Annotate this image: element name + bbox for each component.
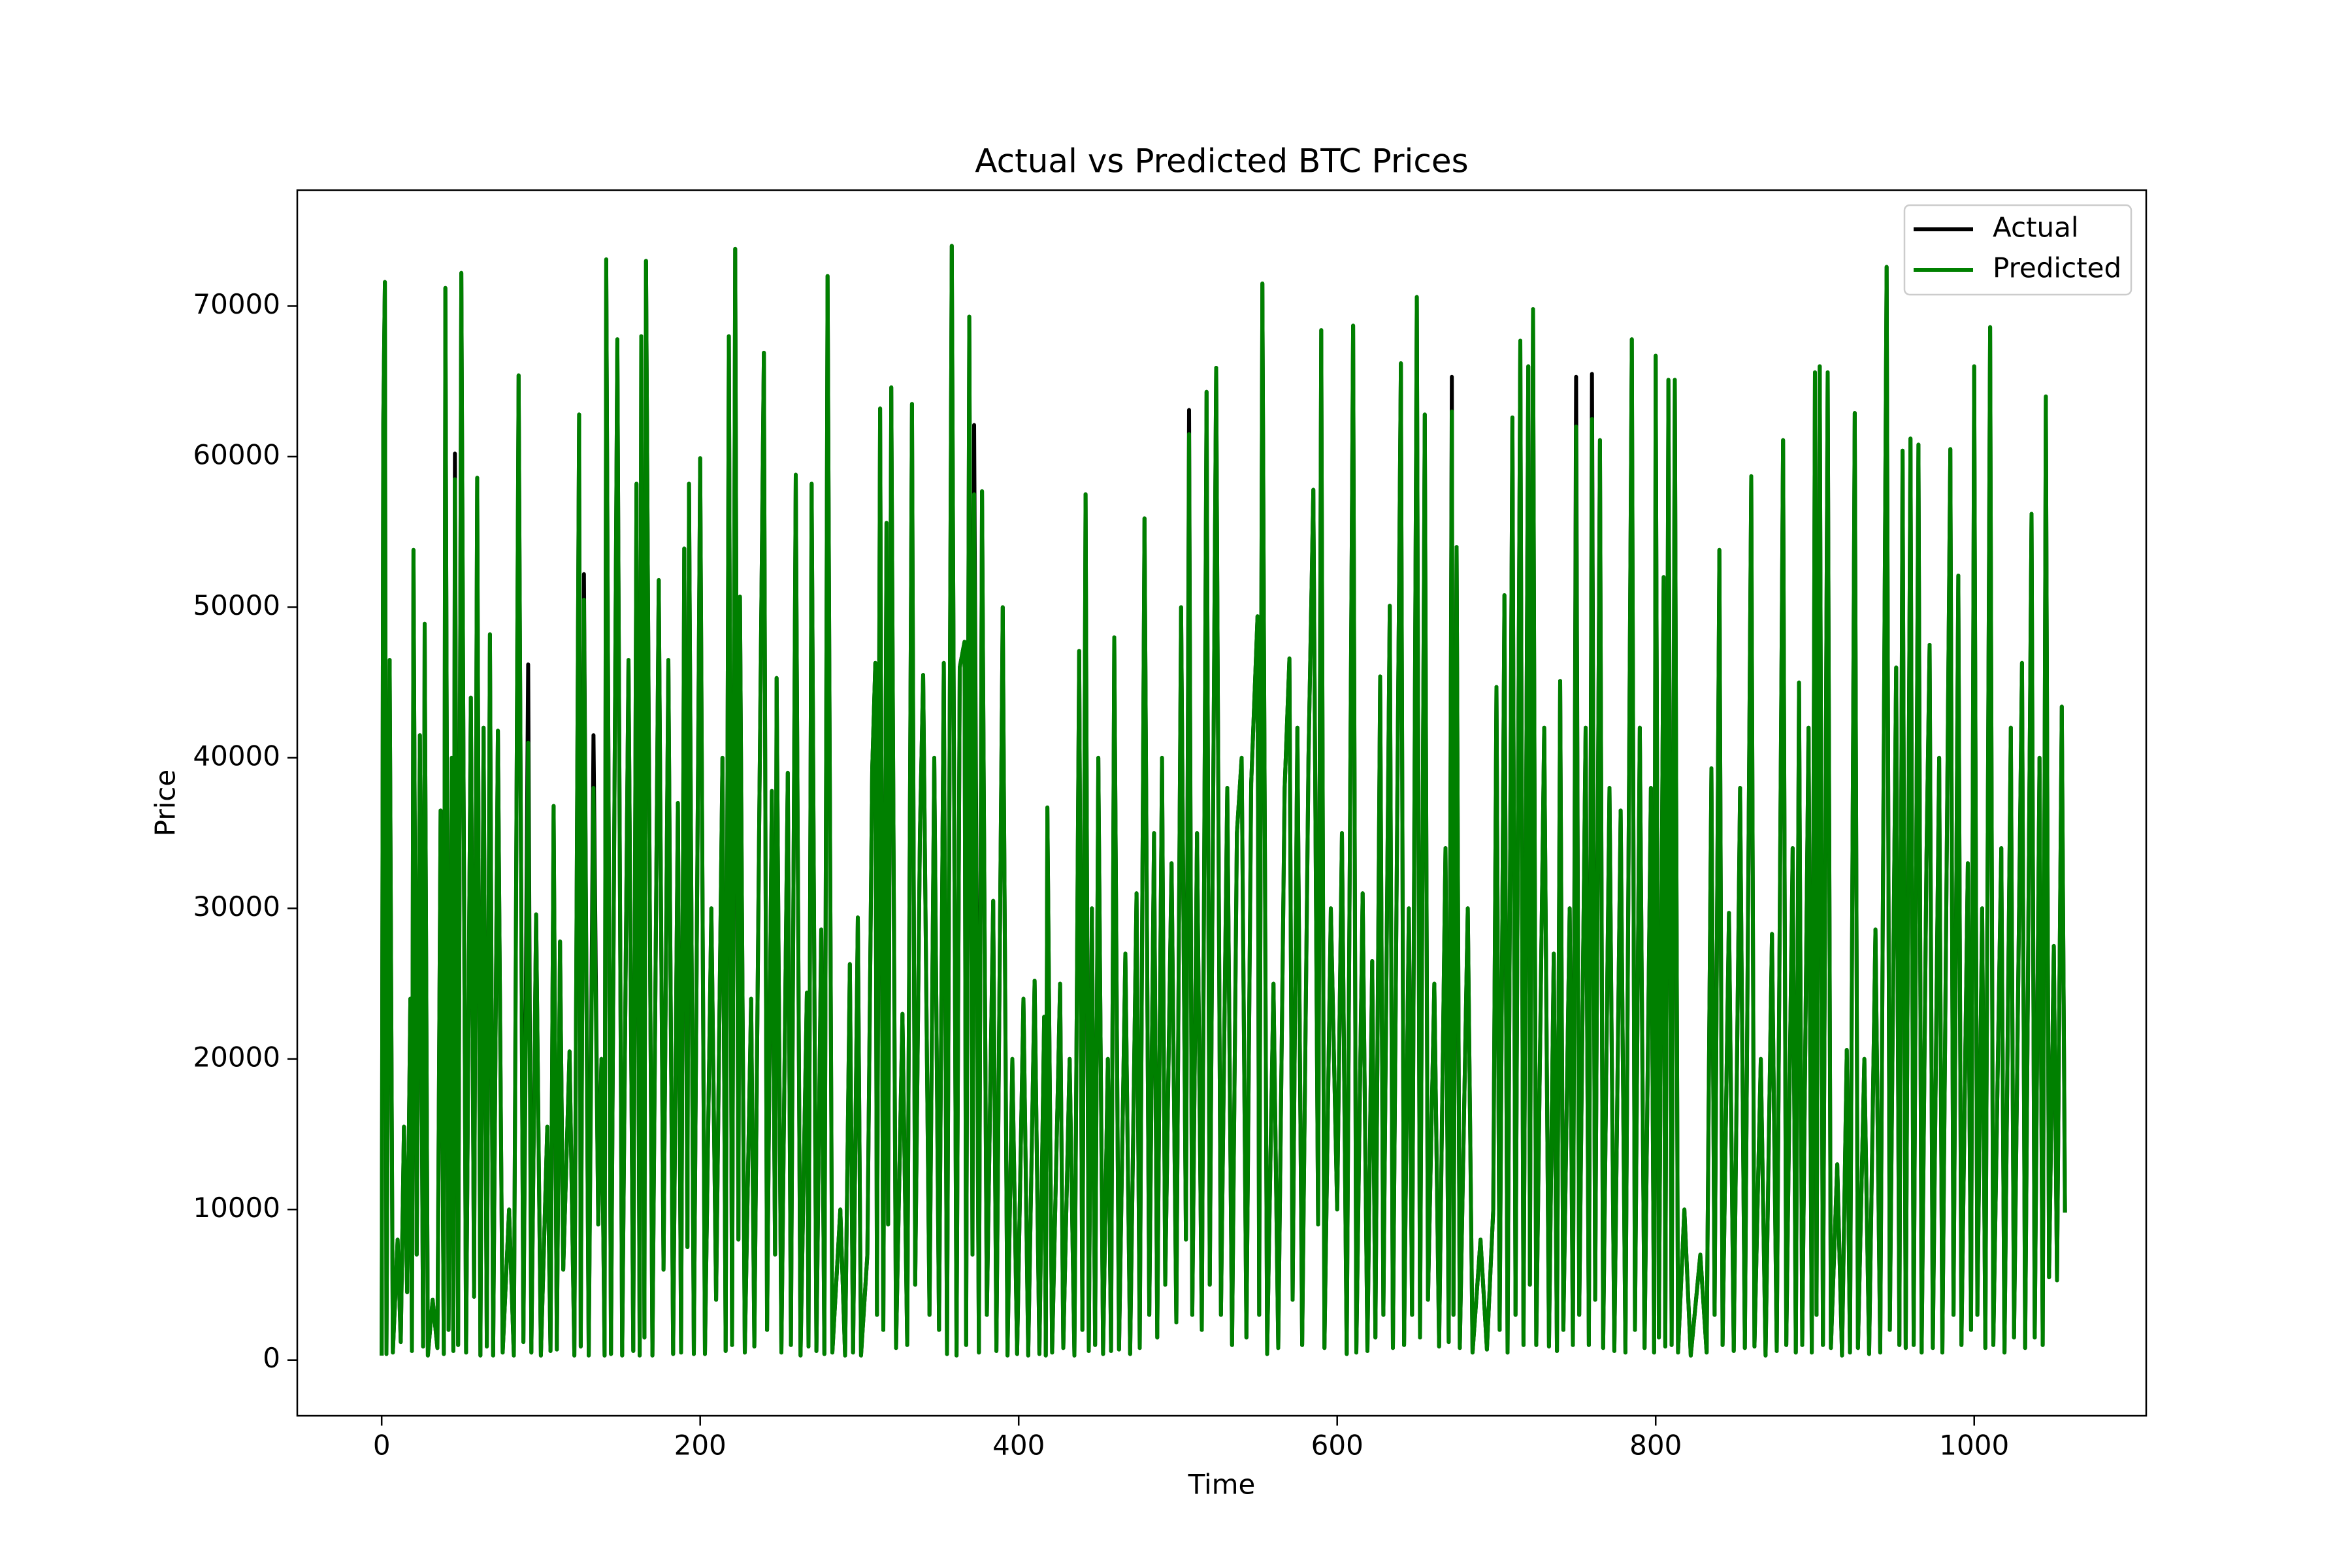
x-tick-label: 1000 [1939,1429,2009,1462]
y-tick-label: 50000 [193,589,280,621]
x-tick-label: 200 [674,1429,727,1462]
x-tick-label: 400 [992,1429,1045,1462]
plot-frame [296,189,2148,1417]
x-axis-label: Time [1188,1469,1256,1501]
x-tick-label: 800 [1629,1429,1682,1462]
legend-label: Actual [1993,212,2079,244]
y-tick-label: 0 [263,1342,280,1374]
y-tick-label: 20000 [193,1041,280,1073]
y-tick-label: 30000 [193,890,280,923]
y-tick-label: 10000 [193,1192,280,1224]
y-tick-label: 70000 [193,288,280,320]
y-tick-label: 40000 [193,740,280,772]
y-axis-label: Price [150,770,182,836]
series-line [380,244,2067,1358]
x-tick-label: 0 [373,1429,391,1462]
x-tick-label: 600 [1311,1429,1364,1462]
y-tick-label: 60000 [193,438,280,470]
chart-title: Actual vs Predicted BTC Prices [975,142,1468,180]
legend-label: Predicted [1993,252,2121,284]
